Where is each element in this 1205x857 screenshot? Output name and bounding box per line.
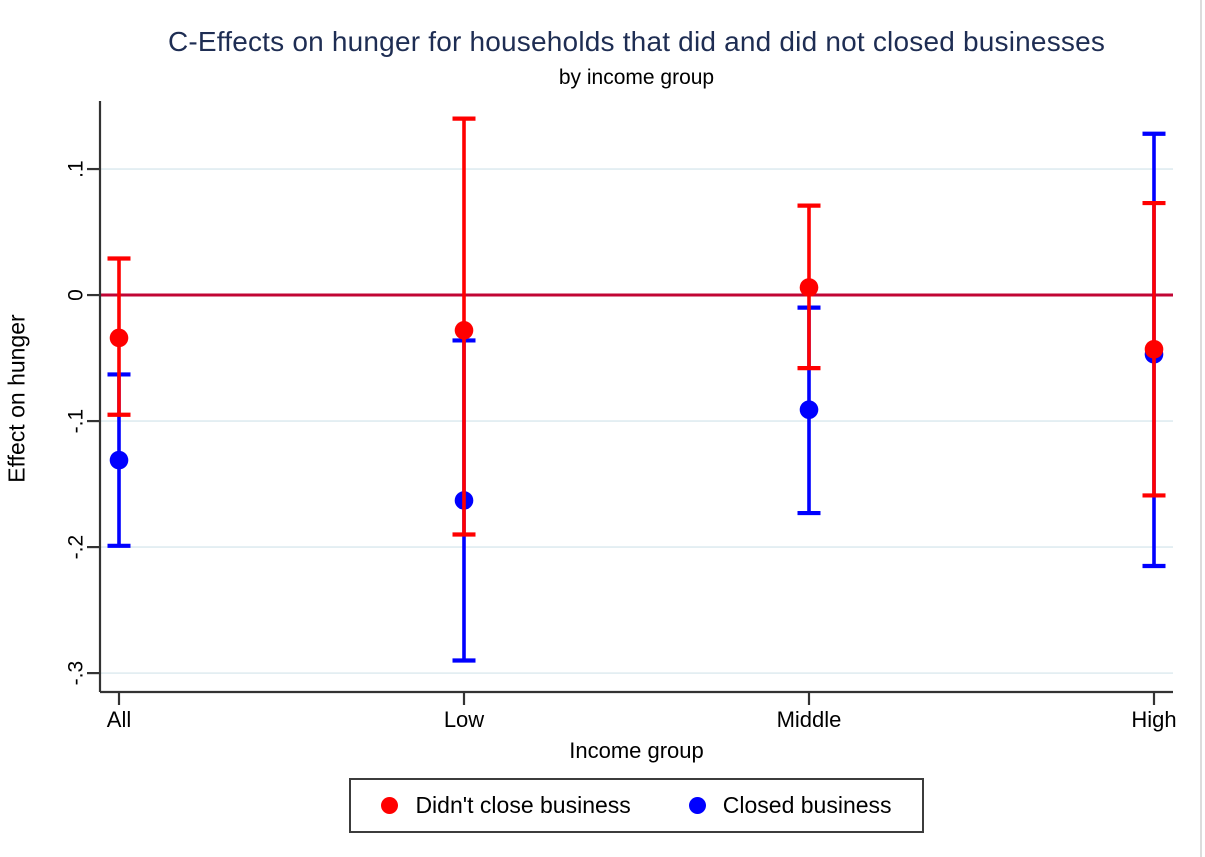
x-axis-title: Income group (569, 738, 704, 763)
x-tick-label: Low (444, 707, 484, 732)
point-estimate-marker (109, 450, 129, 470)
y-tick-label: -.3 (65, 661, 88, 686)
point-estimate-marker (799, 278, 819, 297)
y-tick-label: .1 (65, 160, 88, 178)
point-estimate-marker (109, 328, 129, 348)
point-estimate-marker (454, 321, 474, 340)
legend-label: Didn't close business (415, 792, 631, 818)
legend-item: Closed business (688, 792, 892, 819)
y-tick-label: -.2 (65, 535, 88, 560)
point-estimate-marker (799, 400, 819, 420)
legend-container: Didn't close business Closed business (100, 778, 1173, 833)
image-right-border (1200, 0, 1202, 857)
chart-subtitle: by income group (558, 66, 715, 89)
x-tick-label: Middle (777, 707, 842, 732)
legend-marker-icon (381, 797, 399, 814)
legend-label: Closed business (722, 792, 892, 818)
point-estimate-marker (1144, 339, 1164, 359)
y-tick-label: 0 (65, 289, 88, 301)
x-tick-label: All (107, 707, 131, 732)
legend-marker-icon (688, 797, 706, 814)
chart-title: C-Effects on hunger for households that … (167, 26, 1106, 57)
x-tick-label: High (1131, 707, 1176, 732)
y-axis-title: Effect on hunger (3, 314, 30, 483)
legend-item: Didn't close business (381, 792, 631, 819)
legend-box: Didn't close business Closed business (349, 778, 924, 833)
y-tick-label: -.1 (65, 409, 88, 434)
